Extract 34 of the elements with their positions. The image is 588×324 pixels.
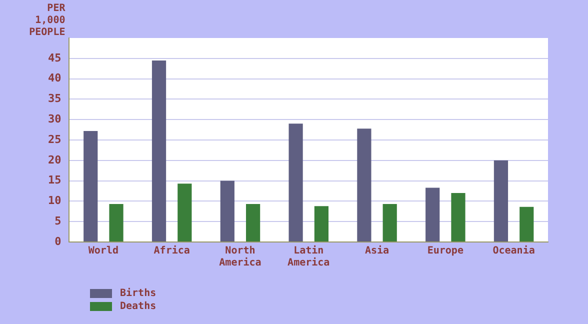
y-tick-label: 35: [48, 92, 62, 106]
bar: [109, 204, 124, 242]
y-tick-label: 10: [48, 194, 62, 208]
bar: [152, 60, 166, 242]
bar: [84, 131, 98, 242]
legend-label: Births: [120, 287, 156, 300]
x-tick-label: North America: [219, 246, 262, 269]
x-tick-label: Oceania: [492, 244, 535, 257]
bar: [314, 206, 328, 242]
y-tick-label: 15: [48, 174, 62, 187]
y-tick-label: 5: [54, 214, 62, 228]
y-tick-label: 30: [48, 112, 62, 126]
bar: [357, 128, 372, 242]
bar: [220, 180, 234, 242]
y-tick-label: 25: [48, 132, 62, 146]
x-tick-label: Asia: [364, 244, 390, 257]
bar: [382, 204, 397, 242]
bar: [494, 160, 508, 242]
y-tick-label: 40: [48, 72, 62, 85]
x-tick-label: Europe: [427, 246, 464, 257]
bar: [451, 193, 466, 242]
bar: [178, 184, 192, 242]
x-tick-label: Africa: [154, 244, 190, 257]
y-tick-label: 45: [48, 51, 62, 64]
bar: [288, 124, 303, 242]
y-tick-label: 20: [48, 153, 62, 166]
bar: [246, 204, 260, 242]
legend-label: Deaths: [120, 300, 156, 313]
bar: [426, 188, 440, 242]
y-axis-title: PER 1,000 PEOPLE: [29, 3, 66, 38]
bar: [520, 206, 534, 242]
x-tick-label: Latin America: [288, 244, 330, 269]
x-tick-label: World: [88, 246, 118, 257]
y-tick-label: 0: [54, 234, 62, 248]
